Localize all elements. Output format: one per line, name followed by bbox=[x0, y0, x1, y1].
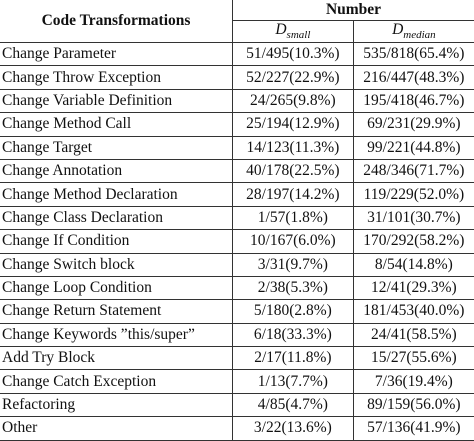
row-label: Change If Condition bbox=[0, 230, 233, 253]
table-header: Code Transformations Number Dsmall Dmedi… bbox=[0, 0, 474, 43]
cell: 170/292(58.2%) bbox=[353, 230, 474, 253]
row-label: Change Annotation bbox=[0, 159, 233, 182]
cell: 28/197(14.2%) bbox=[233, 183, 354, 206]
cell: 5/180(2.8%) bbox=[233, 300, 354, 323]
cell: 1/13(7.7%) bbox=[233, 370, 354, 393]
row-label: Add Try Block bbox=[0, 347, 233, 370]
row-label: Other bbox=[0, 417, 233, 440]
table-row: Change Keywords ”this/super”6/18(33.3%)2… bbox=[0, 323, 474, 346]
cell: 7/36(19.4%) bbox=[353, 370, 474, 393]
cell: 8/54(14.8%) bbox=[353, 253, 474, 276]
cell: 248/346(71.7%) bbox=[353, 159, 474, 182]
header-row: Code Transformations Number bbox=[0, 0, 474, 21]
cell: 1/57(1.8%) bbox=[233, 206, 354, 229]
column-header: Dmedian bbox=[353, 21, 474, 43]
row-label: Change Target bbox=[0, 136, 233, 159]
column-header: Dsmall bbox=[233, 21, 354, 43]
row-label: Change Method Call bbox=[0, 113, 233, 136]
cell: 4/85(4.7%) bbox=[233, 393, 354, 416]
cell: 99/221(44.8%) bbox=[353, 136, 474, 159]
cell: 69/231(29.9%) bbox=[353, 113, 474, 136]
cell: 15/27(55.6%) bbox=[353, 347, 474, 370]
cell: 12/41(29.3%) bbox=[353, 276, 474, 299]
row-label: Change Switch block bbox=[0, 253, 233, 276]
cell: 181/453(40.0%) bbox=[353, 300, 474, 323]
cell: 535/818(65.4%) bbox=[353, 43, 474, 66]
row-label: Change Throw Exception bbox=[0, 66, 233, 89]
cell: 40/178(22.5%) bbox=[233, 159, 354, 182]
row-label: Change Class Declaration bbox=[0, 206, 233, 229]
cell: 2/17(11.8%) bbox=[233, 347, 354, 370]
cell: 51/495(10.3%) bbox=[233, 43, 354, 66]
cell: 119/229(52.0%) bbox=[353, 183, 474, 206]
row-label: Change Loop Condition bbox=[0, 276, 233, 299]
row-label: Change Return Statement bbox=[0, 300, 233, 323]
subscript: median bbox=[403, 30, 435, 42]
cell: 31/101(30.7%) bbox=[353, 206, 474, 229]
row-label: Change Variable Definition bbox=[0, 89, 233, 112]
symbol: D bbox=[275, 21, 286, 38]
group-title: Number bbox=[233, 0, 474, 21]
column-title: Code Transformations bbox=[0, 0, 233, 43]
cell: 6/18(33.3%) bbox=[233, 323, 354, 346]
cell: 89/159(56.0%) bbox=[353, 393, 474, 416]
cell: 3/22(13.6%) bbox=[233, 417, 354, 440]
cell: 25/194(12.9%) bbox=[233, 113, 354, 136]
subscript: small bbox=[287, 30, 311, 42]
row-label: Change Keywords ”this/super” bbox=[0, 323, 233, 346]
cell: 3/31(9.7%) bbox=[233, 253, 354, 276]
row-label: Change Catch Exception bbox=[0, 370, 233, 393]
cell: 24/41(58.5%) bbox=[353, 323, 474, 346]
cell: 216/447(48.3%) bbox=[353, 66, 474, 89]
cell: 24/265(9.8%) bbox=[233, 89, 354, 112]
row-label: Change Parameter bbox=[0, 43, 233, 66]
cell: 57/136(41.9%) bbox=[353, 417, 474, 440]
cell: 2/38(5.3%) bbox=[233, 276, 354, 299]
row-label: Refactoring bbox=[0, 393, 233, 416]
cell: 195/418(46.7%) bbox=[353, 89, 474, 112]
cell: 52/227(22.9%) bbox=[233, 66, 354, 89]
symbol: D bbox=[392, 21, 403, 38]
cell: 10/167(6.0%) bbox=[233, 230, 354, 253]
cell: 14/123(11.3%) bbox=[233, 136, 354, 159]
row-label: Change Method Declaration bbox=[0, 183, 233, 206]
